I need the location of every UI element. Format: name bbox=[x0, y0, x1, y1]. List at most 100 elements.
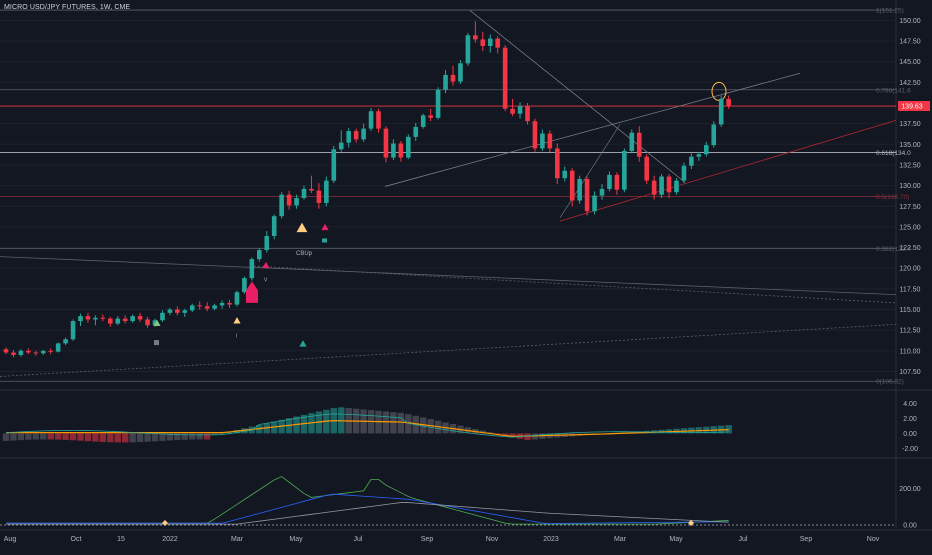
time-axis-label: Jul bbox=[739, 536, 748, 543]
current-price-label-bg bbox=[898, 101, 930, 112]
macd-signal-line bbox=[6, 420, 729, 438]
macd-histogram-bar bbox=[174, 433, 181, 441]
price-tick-label: 127.50 bbox=[899, 204, 921, 211]
candle-body bbox=[271, 216, 277, 236]
candle-body bbox=[212, 305, 217, 309]
candle-body bbox=[532, 121, 538, 149]
price-tick-label: 150.00 bbox=[899, 18, 921, 25]
price-tick-label: 145.00 bbox=[899, 59, 921, 66]
drawing-tools-layer[interactable]: 1(151.25) 0.786(141.6 0.618(134.0 0.5(128.7… bbox=[0, 8, 911, 386]
macd-histogram-bar bbox=[531, 433, 539, 440]
osc-line-blue bbox=[6, 493, 729, 524]
candle-body bbox=[152, 320, 158, 326]
candle-body bbox=[48, 350, 53, 352]
time-axis-label: Sep bbox=[800, 536, 813, 543]
candle-body bbox=[108, 318, 113, 324]
candle-body bbox=[227, 302, 232, 305]
macd-histogram-bar bbox=[501, 433, 509, 436]
osc-tick-label: 200.00 bbox=[899, 486, 921, 493]
trend-line bbox=[0, 256, 897, 296]
candle-body bbox=[577, 179, 582, 201]
time-axis-label: May bbox=[669, 536, 683, 543]
candle-body bbox=[40, 350, 46, 354]
buy-signal-icon bbox=[299, 340, 307, 347]
pink-pentagon-marker bbox=[246, 281, 258, 303]
candle-body bbox=[458, 63, 463, 82]
price-tick-label: 110.00 bbox=[900, 348, 921, 355]
candle-body bbox=[569, 170, 575, 201]
candle-body bbox=[294, 198, 299, 206]
macd-histogram-bar bbox=[129, 433, 136, 443]
time-axis-label: Oct bbox=[71, 536, 82, 543]
fib-level-label: 0.786(141.6 bbox=[876, 87, 911, 94]
candle-body bbox=[85, 316, 91, 320]
candle-body bbox=[376, 111, 381, 129]
candle-body bbox=[368, 111, 374, 129]
candle-body bbox=[629, 132, 635, 151]
candle-body bbox=[137, 316, 143, 320]
time-axis-label: May bbox=[289, 536, 303, 543]
macd-histogram-bar bbox=[69, 433, 77, 441]
candle-body bbox=[406, 136, 411, 158]
candle-body bbox=[309, 188, 314, 191]
candle-body bbox=[175, 309, 180, 313]
macd-histogram-bar bbox=[211, 433, 218, 436]
time-axis[interactable]: Aug Oct 15 2022 Mar May Jul Sep Nov 2023 Mar May Jul… bbox=[4, 536, 880, 543]
macd-indicator-pane[interactable]: 4.00 2.00 0.00 -2.00 bbox=[2, 401, 918, 453]
macd-tick-label: -2.00 bbox=[902, 446, 918, 453]
price-tick-label: 120.00 bbox=[899, 266, 921, 273]
macd-histogram-bar bbox=[494, 433, 501, 435]
macd-histogram-bar bbox=[92, 433, 99, 442]
cbup-label: CBUp bbox=[296, 251, 313, 257]
candle-body bbox=[473, 35, 478, 40]
trend-line bbox=[0, 323, 897, 377]
candle-body bbox=[257, 250, 262, 260]
candle-body bbox=[391, 143, 396, 158]
candle-body bbox=[599, 188, 605, 196]
macd-histogram-bar bbox=[159, 433, 166, 441]
candle-body bbox=[130, 316, 135, 322]
candle-body bbox=[555, 148, 560, 179]
price-tick-label: 147.50 bbox=[899, 39, 921, 46]
macd-tick-label: 0.00 bbox=[903, 431, 917, 438]
candle-body bbox=[711, 124, 717, 146]
price-axis[interactable]: 150.00 147.50 145.00 142.50 137.50 135.00 132.… bbox=[898, 18, 930, 376]
channel-line-lower bbox=[559, 119, 897, 222]
macd-histogram-bar bbox=[420, 417, 427, 434]
price-tick-label: 107.50 bbox=[899, 369, 921, 376]
candle-body bbox=[189, 305, 195, 311]
price-tick-label: 115.00 bbox=[900, 307, 921, 314]
candle-body bbox=[450, 74, 456, 82]
oscillator-indicator-pane[interactable]: 200.00 0.00 bbox=[0, 476, 921, 530]
price-tick-label: 117.50 bbox=[900, 286, 921, 293]
osc-line-gray bbox=[6, 502, 729, 525]
symbol-legend[interactable]: MICRO USD/JPY FUTURES, 1W, CME bbox=[4, 4, 131, 11]
symbol-exchange: CME bbox=[114, 4, 131, 11]
candle-body bbox=[324, 180, 329, 203]
price-tick-label: 132.50 bbox=[899, 162, 921, 169]
fib-level-label: 1(151.25) bbox=[876, 8, 904, 15]
fib-level-label: 0.382(122.4 bbox=[876, 246, 911, 253]
time-axis-label: Mar bbox=[614, 536, 627, 543]
candle-body bbox=[435, 89, 441, 118]
candle-body bbox=[607, 174, 612, 189]
macd-line bbox=[5, 413, 729, 438]
macd-histogram-bar bbox=[17, 433, 25, 441]
macd-histogram-bar bbox=[10, 433, 17, 441]
diamond-marker-icon bbox=[688, 520, 694, 526]
candle-body bbox=[115, 318, 121, 324]
candle-body bbox=[242, 278, 247, 293]
square-marker bbox=[322, 238, 327, 243]
candle-body bbox=[316, 190, 322, 203]
candle-body bbox=[681, 165, 687, 181]
candle-body bbox=[525, 106, 530, 122]
macd-histogram-bar bbox=[509, 433, 516, 438]
macd-histogram-bar bbox=[487, 432, 494, 434]
candle-body bbox=[398, 143, 404, 158]
macd-histogram-bar bbox=[196, 433, 203, 440]
fib-level-label: 0.5(128.70) bbox=[876, 194, 909, 201]
candle-body bbox=[11, 352, 16, 355]
candle-body bbox=[182, 310, 188, 313]
